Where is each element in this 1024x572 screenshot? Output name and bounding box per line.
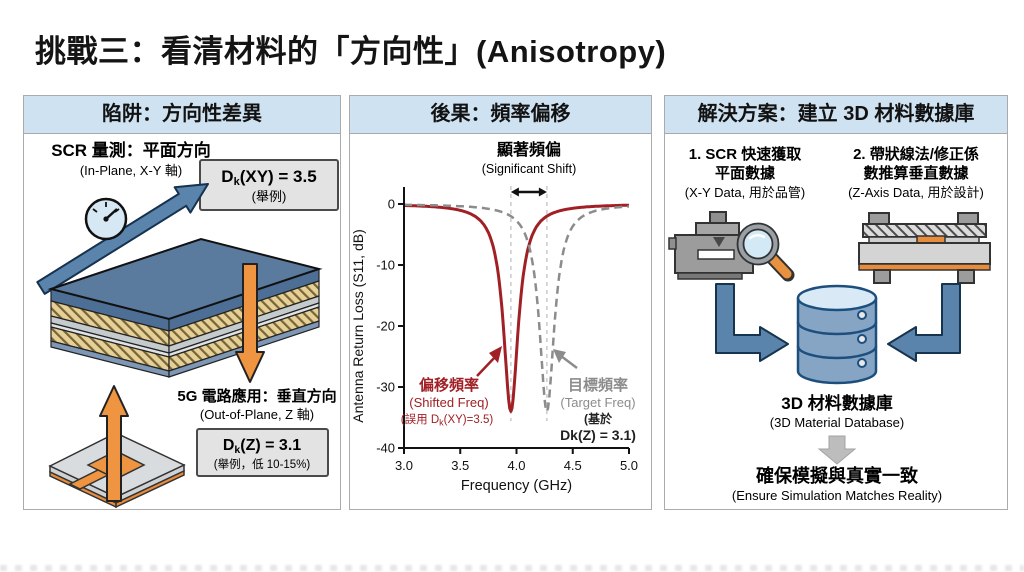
dk-z-value: Dk(Z) = 3.1 [223,437,301,456]
magnifier-icon [736,222,795,282]
cropped-text-artifact [0,565,1024,571]
z-axis-up-arrow [99,385,129,502]
z-axis-down-arrow [235,263,265,383]
svg-text:-10: -10 [376,258,395,273]
target-pointer-arrow [553,349,566,363]
shifted-freq-annotation: 偏移頻率 (Shifted Freq) (誤用 Dk(XY)=3.5) [401,346,502,428]
step2-title-line2: 數推算垂直數據 [863,164,969,182]
in-plane-title: SCR 量測：平面方向 [51,140,211,160]
solution-diagram: 1. SCR 快速獲取 平面數據 (X-Y Data, 用於品管) 2. 帶狀線… [668,145,991,503]
svg-text:4.0: 4.0 [507,458,525,473]
dk-xy-box: Dk(XY) = 3.5 (舉例) [199,159,339,211]
outcome-subtitle: (Ensure Simulation Matches Reality) [732,488,942,503]
svg-text:3.0: 3.0 [395,458,413,473]
svg-text:3.5: 3.5 [451,458,469,473]
svg-text:(基於: (基於 [584,411,613,426]
trap-diagram: SCR 量測：平面方向 (In-Plane, X-Y 軸) Dk(XY) = 3… [36,140,339,509]
panel-consequence-header: 後果：頻率偏移 [350,96,651,134]
svg-text:-40: -40 [376,441,395,456]
dk-z-note: (舉例，低 10-15%) [214,457,311,471]
gauge-icon [84,197,128,241]
svg-text:5.0: 5.0 [620,458,638,473]
database-subtitle: (3D Material Database) [770,415,904,430]
svg-text:-30: -30 [376,380,395,395]
out-plane-title: 5G 電路應用：垂直方向 [177,387,336,405]
database-title: 3D 材料數據庫 [781,393,892,413]
in-plane-arrow [36,183,209,295]
svg-text:目標頻率: 目標頻率 [568,376,628,394]
step1-title-line1: 1. SCR 快速獲取 [689,145,803,163]
panel-trap-header: 陷阱：方向性差異 [24,96,340,134]
arrow-step2-to-db [887,283,961,362]
step1-subtitle: (X-Y Data, 用於品管) [685,185,805,200]
stripline-fixture-icon [858,212,991,284]
step2-title-line1: 2. 帶狀線法/修正係 [853,145,979,163]
svg-text:(誤用 Dk(XY)=3.5): (誤用 Dk(XY)=3.5) [401,412,494,428]
panel-solution: 解決方案：建立 3D 材料數據庫 1. SCR 快速獲取 平面數據 (X-Y D… [664,95,1008,510]
database-icon [796,284,878,385]
target-freq-annotation: 目標頻率 (Target Freq) (基於 Dk(Z) = 3.1) [553,349,636,443]
shifted-pointer-arrow [489,346,502,363]
outcome-down-arrow [817,435,857,465]
svg-text:Frequency (GHz): Frequency (GHz) [461,478,572,494]
svg-text:偏移頻率: 偏移頻率 [419,376,479,394]
chart-plot-area: 0 -10 -20 -30 -403.0 3.5 4.0 4.5 5.0 Frequency (G… [350,186,638,494]
dk-xy-note: (舉例) [252,189,287,204]
svg-text:0: 0 [388,197,395,212]
svg-text:Dk(Z) = 3.1): Dk(Z) = 3.1) [560,427,636,443]
dk-z-box: Dk(Z) = 3.1 (舉例，低 10-15%) [196,428,329,477]
step1-title-line2: 平面數據 [715,164,776,182]
dk-xy-value: Dk(XY) = 3.5 [221,167,316,188]
outcome-title: 確保模擬與真實一致 [756,465,919,486]
svg-text:-20: -20 [376,319,395,334]
shift-label-subtitle: (Significant Shift) [482,162,576,176]
svg-text:(Target Freq): (Target Freq) [560,395,635,410]
out-plane-subtitle: (Out-of-Plane, Z 軸) [200,407,314,422]
svg-text:4.5: 4.5 [564,458,582,473]
return-loss-chart: 0 -10 -20 -30 -403.0 3.5 4.0 4.5 5.0 Frequency (G… [350,140,638,494]
shift-label-title: 顯著頻偏 [497,140,561,159]
step2-subtitle: (Z-Axis Data, 用於設計) [848,185,984,200]
page-title: 挑戰三：看清材料的「方向性」(Anisotropy) [35,34,667,69]
svg-text:(Shifted Freq): (Shifted Freq) [409,395,488,410]
panel-consequence: 後果：頻率偏移 0 -10 -20 -30 -40 3.0 3.5 4.0 4.5 5.0 Freq… [349,95,652,510]
svg-text:Antenna Return Loss (S11, dB): Antenna Return Loss (S11, dB) [350,229,366,423]
panel-trap: 陷阱：方向性差異 SCR 量測：平面方向 (In-Plane, X-Y 軸) D… [23,95,341,510]
arrow-step1-to-db [715,283,789,362]
in-plane-subtitle: (In-Plane, X-Y 軸) [80,163,182,178]
panel-solution-header: 解決方案：建立 3D 材料數據庫 [665,96,1007,134]
